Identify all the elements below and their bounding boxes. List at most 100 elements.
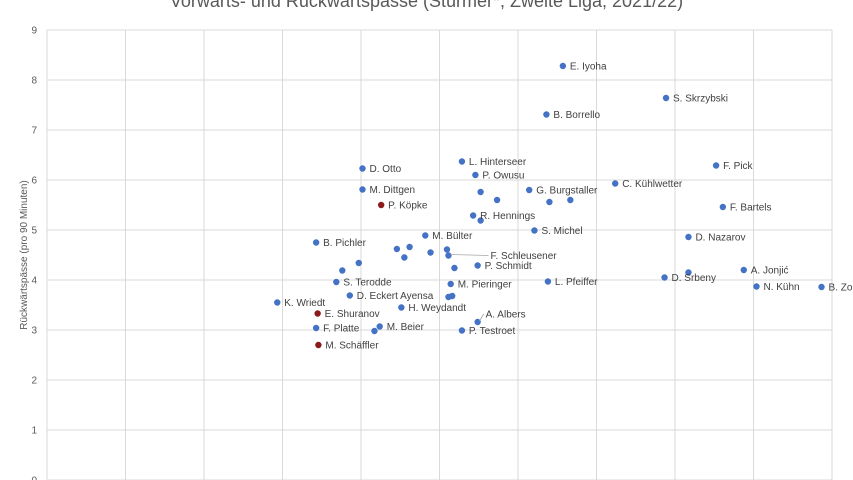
data-label: F. Pick [723, 161, 753, 172]
data-label: A. Albers [486, 310, 526, 321]
data-point [474, 262, 481, 269]
y-tick-label: 2 [31, 376, 37, 387]
data-point [740, 266, 747, 274]
y-axis-title: Rückwärtspässe (pro 90 Minuten) [19, 180, 30, 330]
data-label: E. Iyoha [570, 62, 607, 73]
data-label: L. Pfeiffer [555, 277, 598, 288]
data-point [401, 254, 408, 261]
grid-layer [46, 29, 833, 480]
data-point [685, 269, 692, 276]
data-point [611, 180, 619, 187]
data-point [559, 62, 567, 70]
data-label: D. Nazarov [695, 233, 745, 244]
data-point [443, 246, 451, 253]
data-label: F. Bartels [730, 203, 772, 214]
y-tick-label: 6 [31, 176, 37, 187]
data-label: M. Bülter [432, 231, 473, 242]
data-label: F. Schleusener [490, 251, 557, 262]
data-point [451, 264, 458, 272]
data-point [662, 94, 670, 102]
data-label: M. Schäffler [325, 341, 379, 352]
data-point [719, 203, 727, 211]
data-point [526, 186, 533, 194]
data-label: P. Köpke [388, 201, 428, 212]
data-label: P. Owusu [482, 171, 524, 182]
data-label: M. Dittgen [369, 185, 415, 196]
data-point [469, 212, 477, 219]
data-point [359, 186, 366, 193]
y-tick-label: 7 [31, 126, 37, 137]
data-label: K. Wriedt [284, 298, 325, 309]
data-label: B. Zolinski [829, 283, 853, 294]
data-label: N. Kühn [763, 282, 799, 293]
data-label: L. Hinterseer [469, 157, 527, 168]
data-point [377, 201, 385, 209]
data-point [376, 323, 383, 330]
data-point [712, 162, 720, 169]
data-label: F. Platte [323, 324, 360, 335]
data-point [355, 259, 362, 267]
label-leader-line [479, 313, 484, 322]
data-point [346, 292, 353, 299]
data-point [371, 327, 378, 335]
data-label: S. Terodde [343, 278, 392, 289]
data-point [477, 188, 484, 196]
label-leader-line [450, 254, 489, 256]
data-point [422, 232, 429, 239]
data-label: D. Srbeny [672, 273, 716, 284]
y-tick-label: 4 [31, 276, 37, 287]
label-layer: E. Iyoha S. Skrzybski B. Borrello L. Hinter… [284, 62, 853, 352]
data-point [544, 278, 552, 285]
axis-layer: 0 1 2 3 4 5 6 7 8 9 [31, 26, 37, 480]
data-point [472, 171, 479, 179]
data-label: P. Testroet [469, 326, 516, 337]
data-label: G. Burgstaller [536, 186, 598, 197]
data-label: S. Skrzybski [673, 94, 728, 105]
data-point [567, 196, 574, 204]
data-label: H. Weydandt [408, 303, 466, 314]
data-label: A. Jonjić [751, 266, 789, 277]
data-point [445, 293, 452, 301]
data-point [685, 233, 692, 241]
data-point [314, 310, 321, 317]
data-point [477, 217, 484, 224]
data-label: R. Hennings [480, 211, 535, 222]
data-point [427, 249, 434, 256]
data-point [406, 243, 413, 251]
y-tick-label: 0 [31, 476, 37, 480]
data-point [333, 278, 340, 286]
data-point [312, 239, 320, 246]
data-point [543, 111, 550, 118]
y-tick-label: 1 [31, 426, 37, 437]
data-label: S. Michel [541, 226, 582, 237]
data-point [661, 274, 668, 281]
data-label: D. Otto [369, 164, 401, 175]
y-tick-label: 3 [31, 326, 37, 337]
data-point [398, 304, 405, 311]
data-label: C. Kühlwetter [622, 179, 683, 190]
data-point [531, 227, 538, 234]
data-point [458, 158, 466, 165]
chart-title: Vorwärts- und Rückwärtspässe (Stürmer*, … [169, 0, 684, 11]
data-point [312, 324, 320, 332]
data-label: D. Eckert Ayensa [357, 291, 434, 302]
data-label: B. Borrello [553, 110, 600, 121]
data-point [546, 198, 553, 206]
data-point [393, 245, 401, 253]
data-point [359, 165, 366, 172]
data-point [818, 283, 825, 291]
data-point [274, 299, 281, 306]
y-tick-label: 9 [31, 26, 37, 37]
data-point [315, 341, 322, 349]
data-point [339, 267, 346, 274]
data-point [458, 327, 466, 334]
data-label: M. Pieringer [458, 280, 513, 291]
y-tick-label: 5 [31, 226, 37, 237]
point-layer [274, 62, 825, 349]
data-point [753, 283, 760, 290]
data-label: M. Beier [387, 322, 425, 333]
data-point [447, 280, 454, 288]
data-point [445, 252, 452, 259]
data-label: E. Shuranov [325, 309, 380, 320]
